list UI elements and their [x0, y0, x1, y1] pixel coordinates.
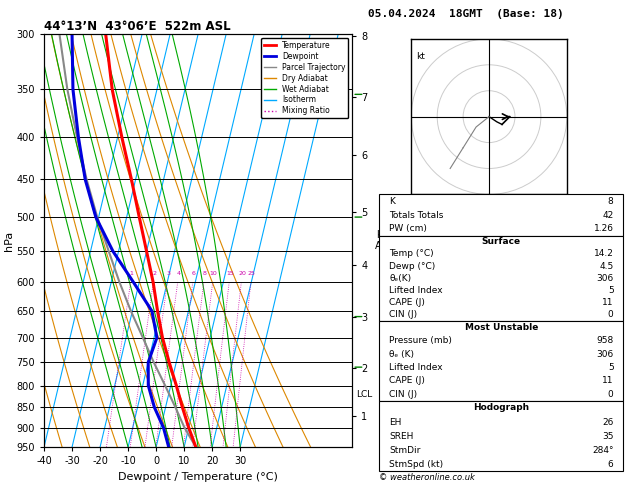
Text: Hodograph: Hodograph [473, 403, 530, 413]
Text: 11: 11 [602, 298, 613, 307]
Text: 3: 3 [166, 271, 170, 277]
Text: 44°13’N  43°06’E  522m ASL: 44°13’N 43°06’E 522m ASL [44, 20, 231, 33]
Text: 4: 4 [177, 271, 181, 277]
Text: 2: 2 [152, 271, 156, 277]
Text: 5: 5 [608, 286, 613, 295]
Legend: Temperature, Dewpoint, Parcel Trajectory, Dry Adiabat, Wet Adiabat, Isotherm, Mi: Temperature, Dewpoint, Parcel Trajectory… [261, 38, 348, 119]
Text: 306: 306 [596, 349, 613, 359]
Text: 4.5: 4.5 [599, 261, 613, 271]
Y-axis label: hPa: hPa [4, 230, 14, 251]
Text: 6: 6 [608, 460, 613, 469]
Text: 8: 8 [203, 271, 206, 277]
Text: 26: 26 [602, 417, 613, 427]
Text: 958: 958 [596, 336, 613, 346]
Text: 1: 1 [130, 271, 133, 277]
Text: kt: kt [416, 52, 425, 61]
Text: 15: 15 [226, 271, 234, 277]
Text: Pressure (mb): Pressure (mb) [389, 336, 452, 346]
Text: Totals Totals: Totals Totals [389, 210, 443, 220]
Text: 20: 20 [238, 271, 246, 277]
Text: StmDir: StmDir [389, 446, 420, 455]
Text: 8: 8 [608, 197, 613, 206]
Text: θₑ (K): θₑ (K) [389, 349, 414, 359]
Text: 0: 0 [608, 390, 613, 399]
Text: LCL: LCL [357, 390, 372, 399]
Text: Lifted Index: Lifted Index [389, 363, 443, 372]
Text: 284°: 284° [592, 446, 613, 455]
Text: Dewp (°C): Dewp (°C) [389, 261, 435, 271]
Text: © weatheronline.co.uk: © weatheronline.co.uk [379, 473, 475, 482]
Text: CIN (J): CIN (J) [389, 390, 417, 399]
Text: Lifted Index: Lifted Index [389, 286, 443, 295]
Text: CAPE (J): CAPE (J) [389, 298, 425, 307]
Text: CIN (J): CIN (J) [389, 310, 417, 319]
Text: 25: 25 [248, 271, 255, 277]
Text: θₑ(K): θₑ(K) [389, 274, 411, 283]
Text: Temp (°C): Temp (°C) [389, 249, 433, 259]
Text: StmSpd (kt): StmSpd (kt) [389, 460, 443, 469]
Text: 5: 5 [608, 363, 613, 372]
X-axis label: Dewpoint / Temperature (°C): Dewpoint / Temperature (°C) [118, 472, 278, 482]
Text: 11: 11 [602, 376, 613, 385]
Text: EH: EH [389, 417, 401, 427]
Text: 35: 35 [602, 432, 613, 441]
Text: PW (cm): PW (cm) [389, 225, 427, 233]
Text: SREH: SREH [389, 432, 413, 441]
Text: 306: 306 [596, 274, 613, 283]
Text: 05.04.2024  18GMT  (Base: 18): 05.04.2024 18GMT (Base: 18) [368, 9, 564, 19]
Text: 1.26: 1.26 [594, 225, 613, 233]
Y-axis label: km
ASL: km ASL [375, 230, 393, 251]
Text: 6: 6 [192, 271, 196, 277]
Text: CAPE (J): CAPE (J) [389, 376, 425, 385]
Text: Surface: Surface [482, 237, 521, 246]
Text: 42: 42 [603, 210, 613, 220]
Text: K: K [389, 197, 395, 206]
Text: 14.2: 14.2 [594, 249, 613, 259]
Text: 0: 0 [608, 310, 613, 319]
Text: Most Unstable: Most Unstable [465, 323, 538, 332]
Text: 10: 10 [209, 271, 217, 277]
